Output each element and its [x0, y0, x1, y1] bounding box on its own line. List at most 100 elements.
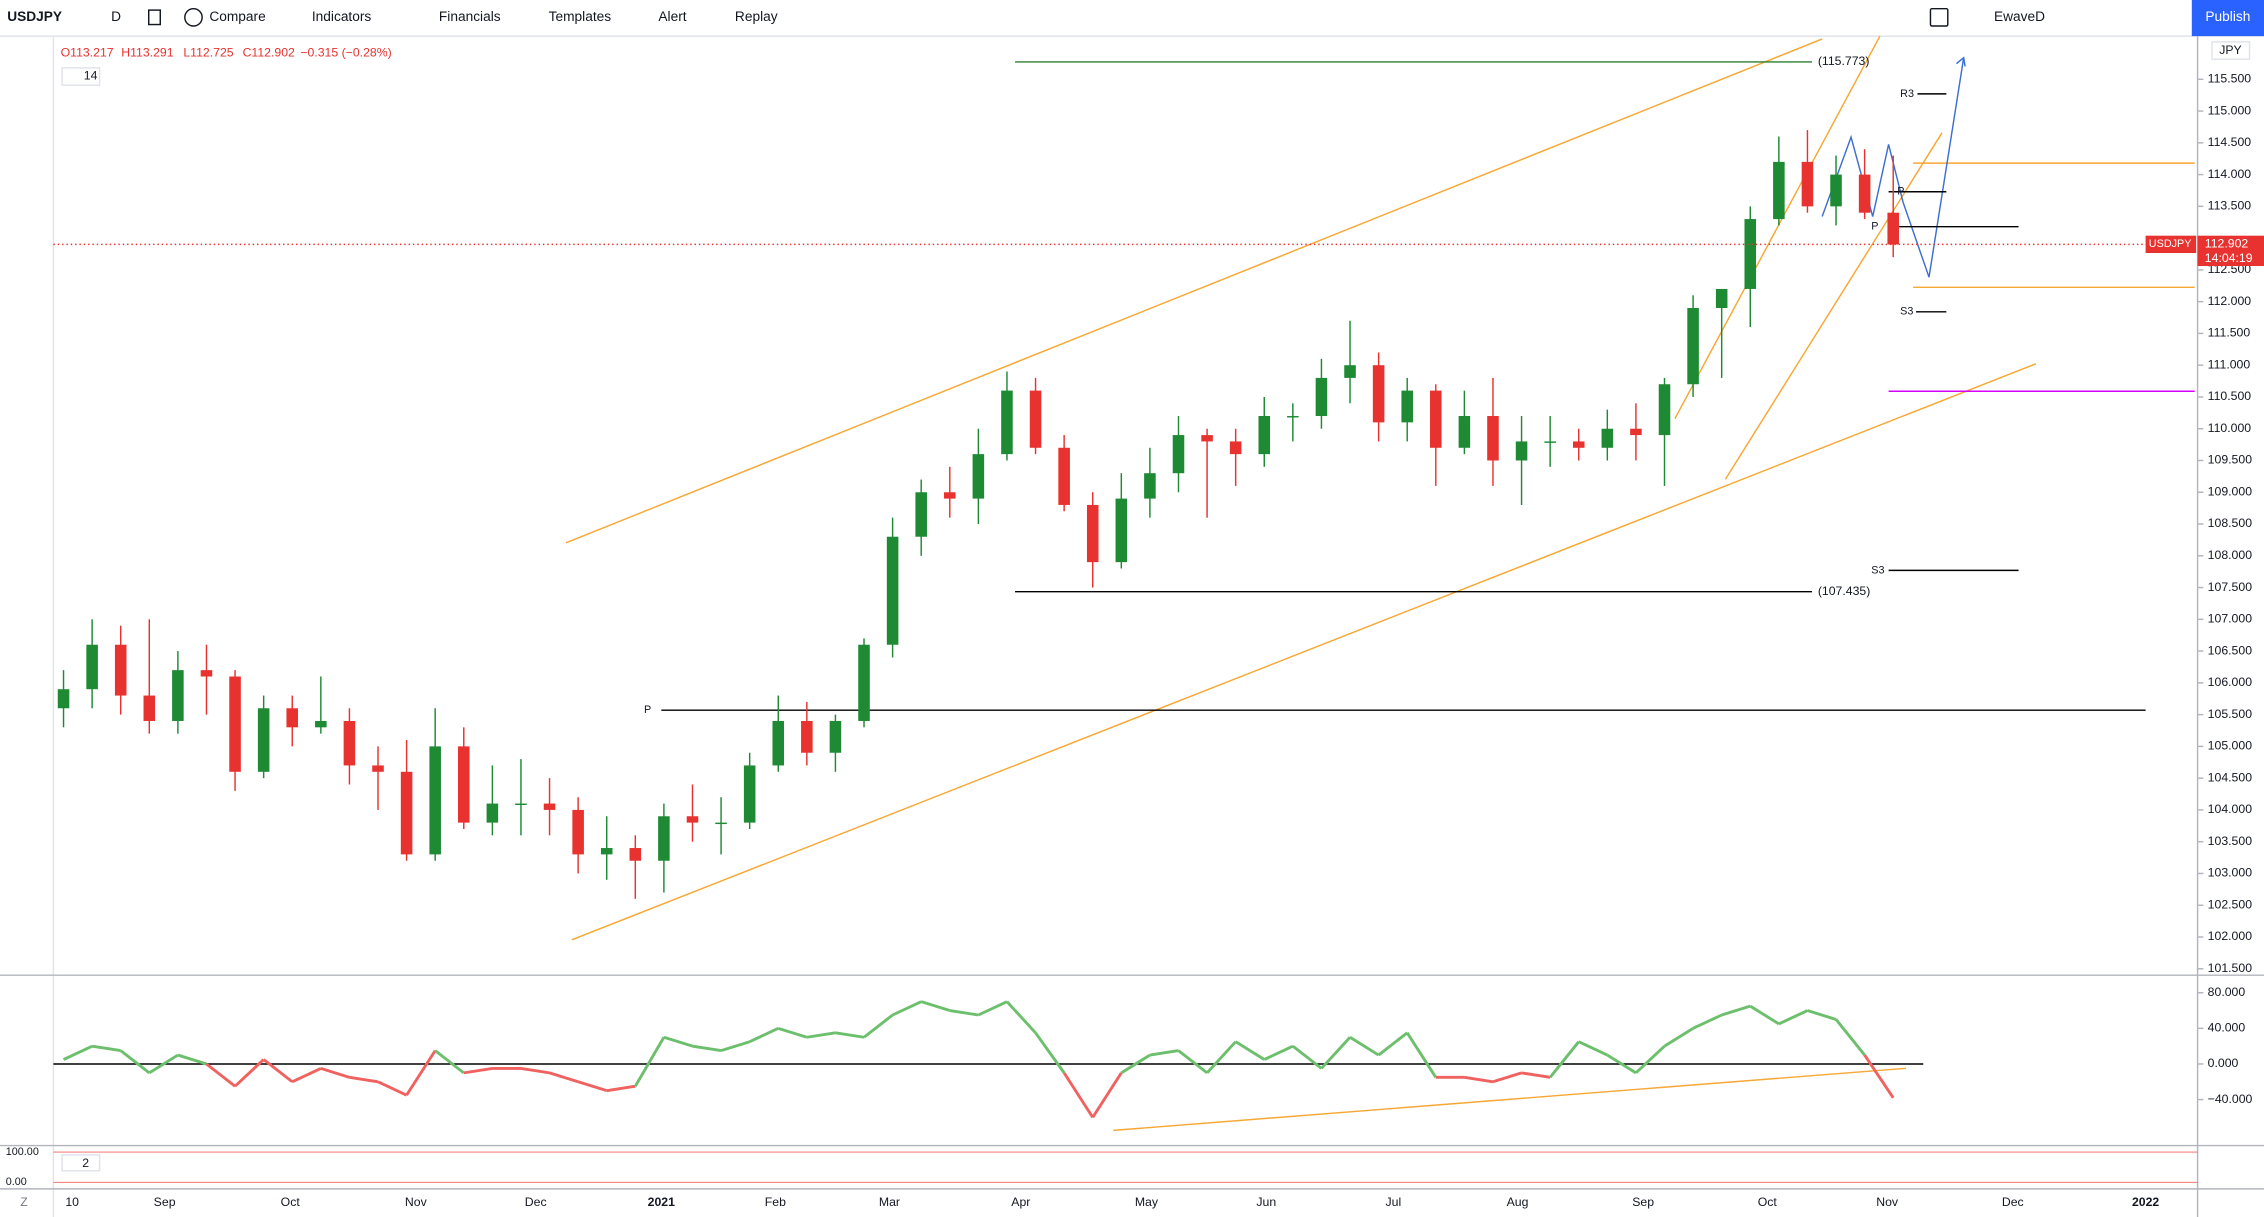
osc-segment	[1034, 1031, 1066, 1074]
stoch-tick-label: 0.00	[6, 1176, 27, 1188]
candle-body	[829, 720, 842, 753]
compare-button[interactable]: Compare	[209, 9, 266, 24]
candle-body	[1001, 390, 1013, 455]
y-tick-label: 107.500	[2208, 580, 2253, 594]
y-tick-label: 105.000	[2208, 739, 2253, 753]
candle-body	[143, 695, 156, 721]
candle-body	[1430, 390, 1442, 448]
x-tick-label: Sep	[154, 1195, 176, 1209]
candle-body	[229, 676, 241, 772]
candle-body	[1372, 365, 1385, 423]
arrow-head	[1956, 56, 1966, 67]
osc-segment	[1721, 1004, 1751, 1017]
osc-segment	[1549, 1040, 1580, 1079]
channel-line	[1674, 35, 1881, 420]
candle-body	[200, 670, 213, 677]
z-button[interactable]: Z	[20, 1195, 28, 1209]
candle-body	[1658, 384, 1671, 436]
x-tick-label: Jun	[1256, 1195, 1276, 1209]
candle-body	[257, 708, 270, 772]
x-tick-label: May	[1135, 1195, 1159, 1209]
replay-button[interactable]: Replay	[735, 9, 778, 24]
osc-segment	[1120, 1053, 1151, 1075]
candle-body	[1144, 473, 1156, 499]
interval-button[interactable]: D	[111, 9, 121, 24]
candle-body	[1801, 161, 1814, 207]
osc-segment	[119, 1049, 151, 1075]
osc-segment	[1091, 1072, 1123, 1119]
price-tag	[2197, 235, 2264, 267]
osc-segment	[62, 1044, 93, 1061]
x-tick-label: Dec	[2002, 1195, 2024, 1209]
candle-body	[286, 708, 299, 728]
osc-segment	[777, 1026, 808, 1039]
financials-button[interactable]: Financials	[439, 9, 501, 24]
osc-segment	[863, 1013, 894, 1039]
x-tick-label: Mar	[879, 1195, 900, 1209]
publish-label[interactable]: Publish	[2205, 9, 2250, 24]
x-tick-label: Oct	[1758, 1195, 1778, 1209]
candle-body	[1229, 441, 1242, 455]
candle-body	[858, 644, 870, 721]
candle-body	[543, 803, 556, 810]
pivot-label: P	[1871, 221, 1878, 233]
osc-segment	[692, 1044, 722, 1053]
x-tick-label: 2021	[648, 1195, 675, 1209]
osc-segment	[1377, 1031, 1409, 1057]
y-tick-label: 111.500	[2208, 326, 2251, 340]
osc-segment	[1405, 1032, 1438, 1079]
osc-segment	[1692, 1013, 1723, 1030]
osc-segment	[349, 1075, 379, 1084]
candle-body	[1344, 365, 1356, 378]
publish-button[interactable]	[2191, 0, 2264, 37]
x-tick-label: Dec	[525, 1195, 547, 1209]
osc-segment	[1778, 1009, 1809, 1026]
candle-body	[114, 644, 127, 696]
osc-segment	[1834, 1018, 1866, 1056]
osc-segment	[1349, 1036, 1380, 1057]
osc-segment	[234, 1058, 265, 1088]
osc-segment	[205, 1062, 236, 1088]
candle-body	[315, 720, 327, 728]
templates-button[interactable]: Templates	[549, 9, 612, 24]
osc-segment	[720, 1040, 751, 1052]
osc-segment	[405, 1049, 437, 1096]
stoch-settings[interactable]	[61, 1154, 101, 1172]
chart-style-icon[interactable]	[147, 9, 161, 26]
compare-icon	[184, 7, 203, 27]
price-tag-label: 112.902	[2205, 237, 2249, 251]
select-icon[interactable]	[1929, 7, 1949, 27]
candle-body	[1544, 441, 1556, 443]
candle-body	[1172, 435, 1185, 474]
channel-line	[1724, 132, 1943, 480]
alert-button[interactable]: Alert	[658, 9, 686, 24]
currency-label[interactable]: JPY	[2219, 43, 2242, 57]
candle-body	[1858, 174, 1871, 213]
y-tick-label: 104.000	[2208, 802, 2253, 816]
osc-segment	[377, 1080, 408, 1097]
channel-line	[565, 38, 1823, 544]
osc-segment	[1320, 1036, 1352, 1070]
y-tick-label: 115.000	[2208, 103, 2252, 117]
y-tick-label: 114.000	[2208, 167, 2252, 181]
osc-segment	[177, 1053, 207, 1066]
ohlc-legend: L112.725	[183, 46, 233, 60]
currency-button[interactable]	[2211, 41, 2251, 60]
symbol-button[interactable]: USDJPY	[7, 9, 62, 24]
osc-segment	[262, 1058, 294, 1083]
candle-body	[486, 803, 499, 823]
x-tick-label: Nov	[1876, 1195, 1899, 1209]
osc-segment	[1149, 1049, 1179, 1057]
indicators-button[interactable]: Indicators	[312, 9, 372, 24]
osc-segment	[1863, 1054, 1895, 1099]
candle-body	[686, 816, 699, 823]
osc-tick-label: −40.000	[2208, 1092, 2253, 1106]
osc-segment	[1492, 1071, 1522, 1084]
osc-tick-label: 80.000	[2208, 985, 2246, 999]
indicator-settings[interactable]	[61, 67, 101, 86]
layout-button[interactable]: EwaveD	[1994, 9, 2045, 24]
osc-segment	[463, 1066, 493, 1075]
candle-body	[1687, 308, 1699, 385]
